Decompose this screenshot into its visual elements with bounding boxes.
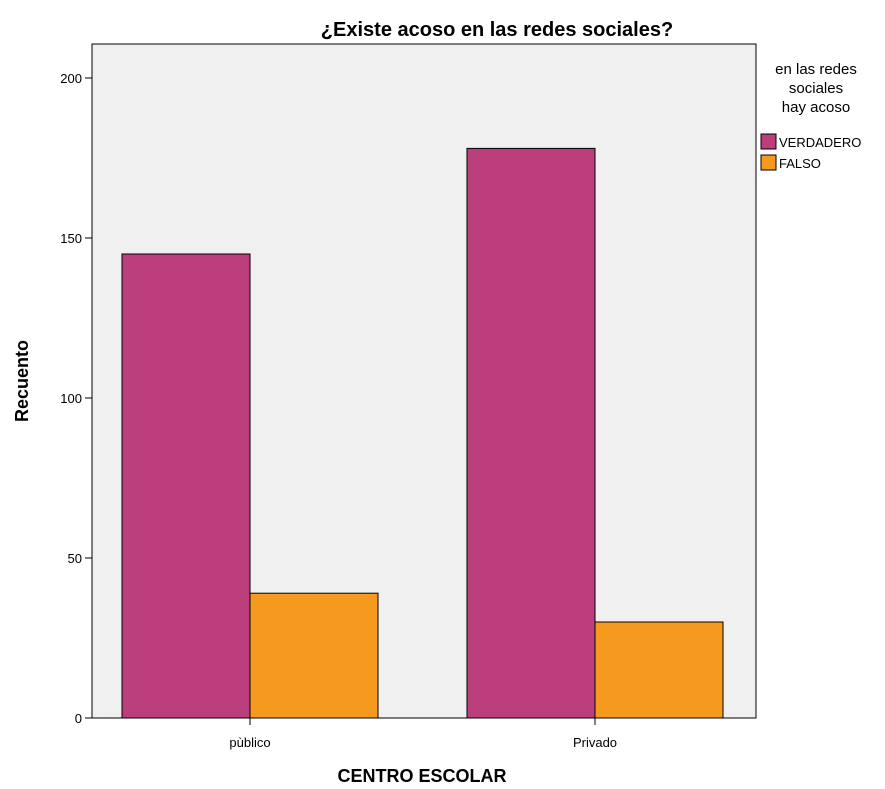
legend-label-falso: FALSO — [779, 156, 821, 171]
bar-falso-1 — [249, 592, 379, 719]
y-tick-label: 50 — [68, 551, 82, 566]
legend-title-line-3: hay acoso — [782, 99, 850, 116]
legend-title-line-2: sociales — [789, 80, 843, 97]
x-axis-title: CENTRO ESCOLAR — [337, 766, 506, 786]
x-tick-label: Privado — [573, 735, 617, 750]
bar-verdadero-2 — [466, 147, 596, 719]
x-tick-label: pùblico — [229, 735, 270, 750]
legend-swatch-verdadero — [760, 133, 777, 150]
bars-group — [121, 147, 724, 719]
bar-falso-2 — [594, 621, 724, 719]
y-tick-label: 0 — [75, 711, 82, 726]
bar-verdadero-1 — [121, 253, 251, 719]
legend: en las redes sociales hay acoso VERDADER… — [760, 61, 861, 171]
y-tick-label: 100 — [60, 391, 82, 406]
y-tick-label: 150 — [60, 231, 82, 246]
legend-title-line-1: en las redes — [775, 61, 857, 78]
legend-swatch-falso — [760, 154, 777, 171]
y-tick-label: 200 — [60, 71, 82, 86]
legend-label-verdadero: VERDADERO — [779, 135, 861, 150]
chart-title: ¿Existe acoso en las redes sociales? — [321, 19, 673, 41]
y-axis: 0 50 100 150 200 — [60, 71, 92, 726]
y-axis-title: Recuento — [12, 340, 32, 422]
x-axis: pùblico Privado — [229, 718, 617, 750]
